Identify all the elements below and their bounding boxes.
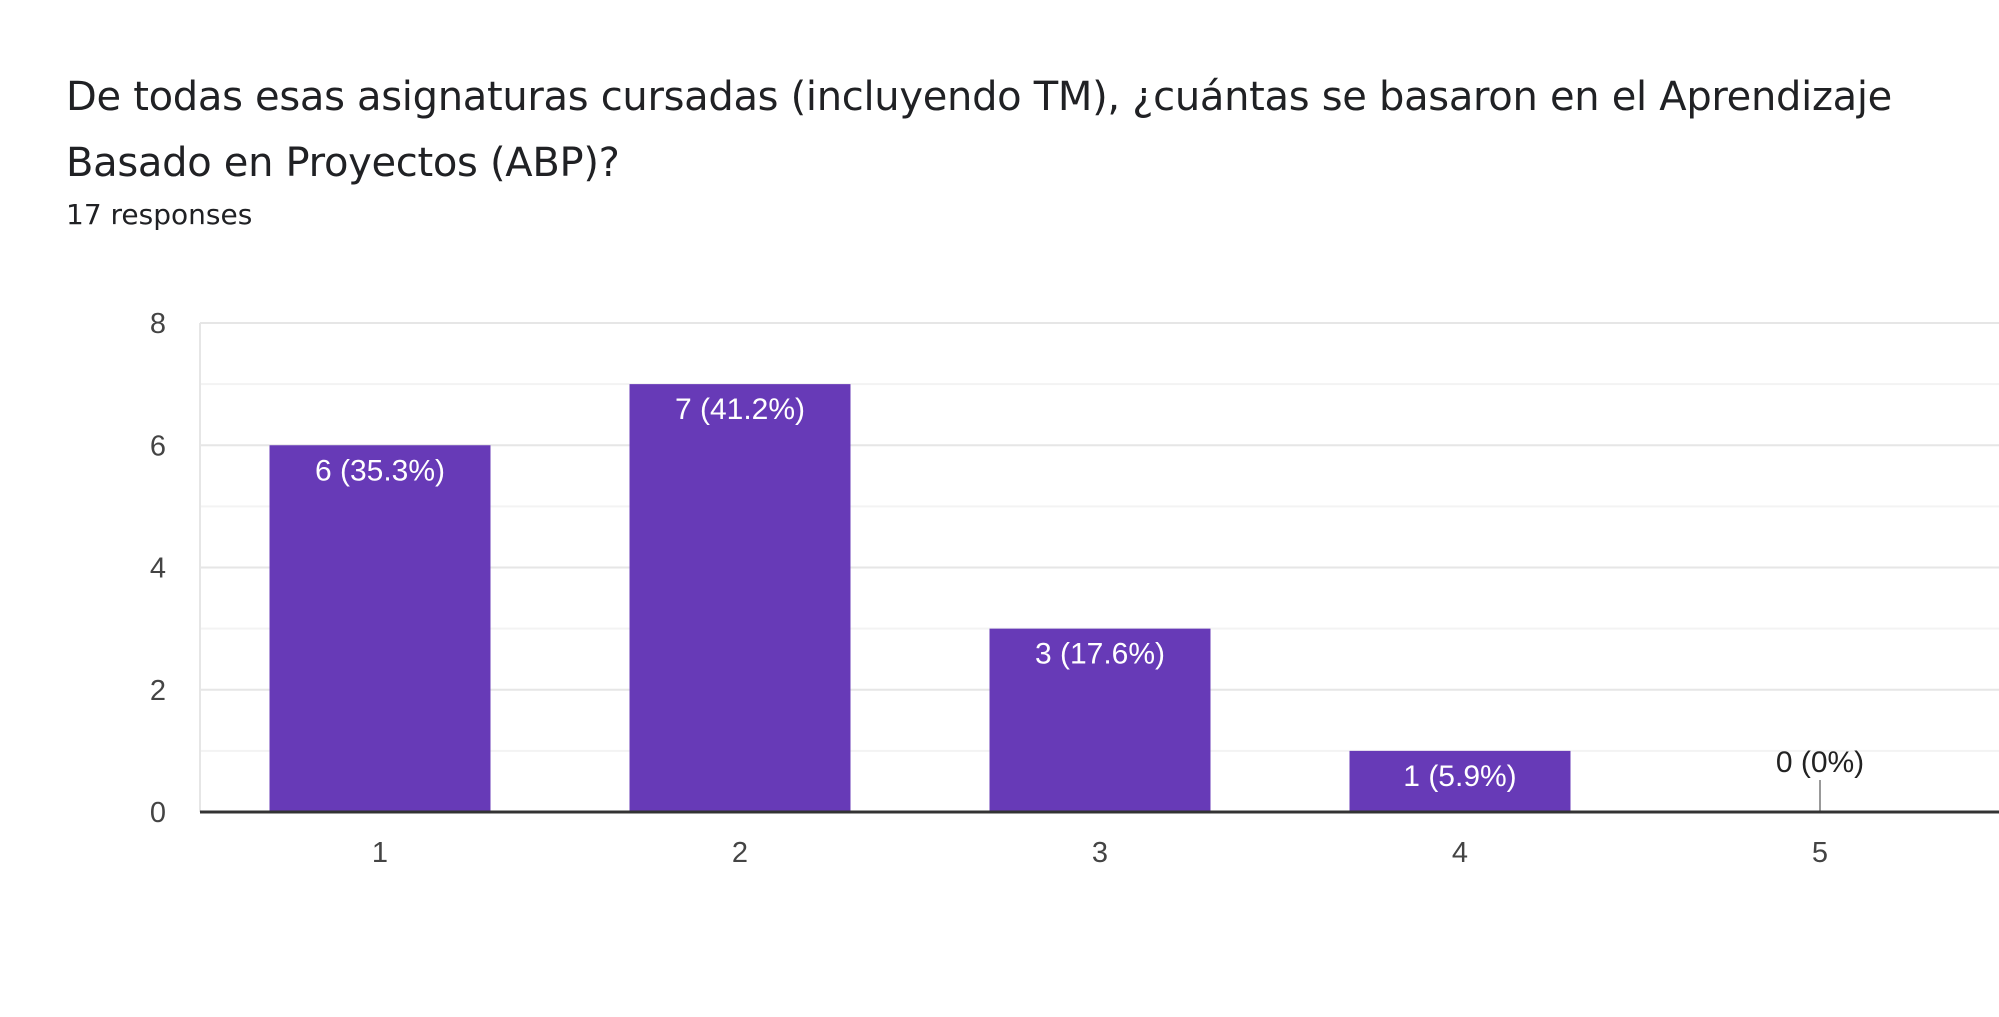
chart-labels: 0 2 4 6 8 6 (35.3%) 1 7 (41.2%) 2 3 (17.6%) 3 1 (5.…	[150, 308, 1864, 869]
question-title: De todas esas asignaturas cursadas (incl…	[66, 74, 1892, 186]
bar-data-label: 1 (5.9%)	[1403, 760, 1516, 793]
y-tick-label: 0	[150, 797, 166, 829]
bar	[269, 445, 491, 812]
y-tick-label: 8	[150, 308, 166, 340]
response-count: 17 responses	[66, 198, 253, 231]
bar-data-label: 3 (17.6%)	[1035, 638, 1165, 671]
bar	[989, 628, 1211, 812]
bar	[629, 384, 851, 812]
y-tick-label: 4	[150, 553, 166, 585]
x-tick-label: 1	[372, 837, 388, 869]
chart-bars	[269, 384, 1821, 812]
bar-data-label: 6 (35.3%)	[315, 454, 445, 487]
x-tick-label: 3	[1092, 837, 1108, 869]
bar-data-label: 7 (41.2%)	[675, 393, 805, 426]
x-tick-label: 2	[732, 837, 748, 869]
bar-data-label: 0 (0%)	[1776, 746, 1864, 779]
x-tick-label: 4	[1452, 837, 1468, 869]
y-tick-label: 2	[150, 675, 166, 707]
y-tick-label: 6	[150, 430, 166, 462]
x-tick-label: 5	[1812, 837, 1828, 869]
bar	[1349, 750, 1571, 812]
